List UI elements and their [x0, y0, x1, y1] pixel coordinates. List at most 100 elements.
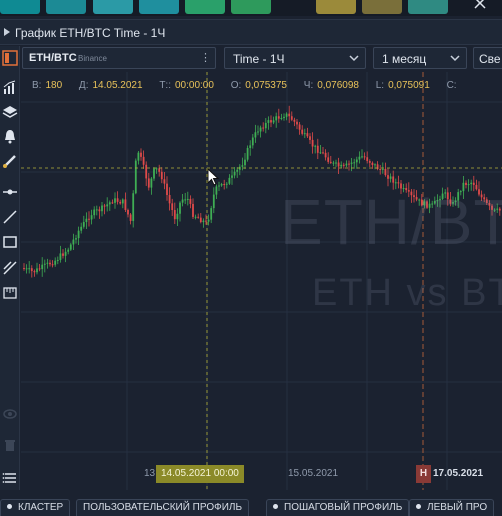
candle-body	[262, 127, 265, 129]
menu-icon[interactable]	[2, 470, 18, 486]
candle-body	[478, 189, 480, 195]
workspace-color-tab[interactable]	[185, 0, 225, 14]
candle-body	[298, 124, 301, 130]
candle-body	[264, 122, 267, 129]
candle-body	[345, 163, 348, 166]
workspace-color-tab[interactable]	[139, 0, 179, 14]
candle-body	[368, 161, 371, 163]
high-value: 0,076098	[317, 80, 359, 91]
candle-body	[108, 202, 111, 205]
candle-body	[106, 204, 109, 207]
timeframe-dropdown[interactable]: Time - 1Ч	[224, 47, 366, 69]
candle-body	[173, 210, 176, 220]
candle-body	[415, 197, 418, 200]
candle-body	[400, 183, 402, 189]
candle-body	[454, 200, 457, 203]
candle-body	[72, 239, 75, 245]
candle-body	[111, 202, 114, 204]
candle-body	[324, 152, 327, 158]
workspace-color-tab[interactable]	[408, 0, 448, 14]
candle-body	[407, 190, 410, 192]
candle-body	[467, 184, 470, 186]
ohlc-info-line: В: 180 Д: 14.05.2021 Т:: 00:00:00 О: 0,07537…	[32, 80, 461, 91]
horizontal-line-icon[interactable]	[2, 184, 18, 200]
candle-body	[462, 182, 465, 192]
candle-body	[257, 131, 259, 133]
candle-body	[160, 171, 163, 180]
close-x-icon[interactable]	[472, 0, 488, 14]
workspace-color-tab[interactable]	[93, 0, 133, 14]
time-value: 00:00:00	[175, 80, 214, 91]
workspace-color-tab[interactable]	[231, 0, 271, 14]
candle-body	[62, 253, 64, 256]
panel-toggle-icon[interactable]	[2, 50, 18, 66]
symbol-selector[interactable]: ETH/BTC Binance ⋮	[22, 47, 216, 69]
candle-body	[413, 195, 415, 198]
candle-body	[56, 259, 59, 261]
more-options-icon[interactable]: ⋮	[200, 52, 211, 64]
tab-user-profile[interactable]: ПОЛЬЗОВАТЕЛЬСКИЙ ПРОФИЛЬ	[76, 499, 250, 516]
trend-line-icon[interactable]	[2, 209, 18, 225]
candle-body	[361, 156, 363, 158]
chart-style-value: Све	[479, 52, 501, 66]
layers-icon[interactable]	[2, 104, 18, 120]
timeframe-value: Time - 1Ч	[233, 52, 285, 66]
candle-body	[433, 201, 436, 204]
chevron-down-icon	[349, 55, 359, 62]
tab-label: ЛЕВЫЙ ПРО	[427, 502, 488, 513]
eye-icon[interactable]	[2, 406, 18, 422]
candle-body	[80, 226, 83, 231]
candle-body	[199, 217, 202, 223]
candle-body	[371, 162, 374, 166]
candle-body	[319, 152, 322, 154]
candle-body	[485, 199, 488, 204]
candle-body	[350, 162, 353, 164]
candle-body	[293, 119, 296, 122]
candle-body	[332, 162, 335, 164]
fibonacci-icon[interactable]	[2, 260, 18, 276]
candle-body	[168, 194, 171, 204]
workspace-color-tab[interactable]	[316, 0, 356, 14]
collapse-arrow-icon[interactable]	[4, 28, 10, 36]
workspace-color-tab[interactable]	[362, 0, 402, 14]
workspace-color-tab[interactable]	[0, 0, 40, 14]
candle-body	[225, 183, 228, 185]
candle-body	[43, 263, 46, 265]
alert-bell-icon[interactable]	[2, 128, 18, 144]
candle-body	[88, 218, 90, 220]
price-chart[interactable]	[21, 72, 502, 490]
candle-body	[446, 192, 449, 200]
candle-body	[145, 164, 148, 179]
chevron-down-icon	[450, 55, 460, 62]
candle-body	[348, 163, 350, 165]
tab-cluster[interactable]: КЛАСТЕР	[0, 499, 71, 516]
chart-style-dropdown[interactable]: Све	[473, 47, 502, 69]
trash-icon[interactable]	[2, 437, 18, 453]
candle-body	[189, 198, 192, 204]
candle-body	[496, 208, 499, 210]
candle-body	[98, 209, 101, 212]
tab-step-profile[interactable]: ПОШАГОВЫЙ ПРОФИЛЬ	[266, 499, 410, 516]
rectangle-icon[interactable]	[2, 234, 18, 250]
candle-body	[210, 208, 213, 220]
candle-body	[410, 191, 413, 196]
tab-left-profile[interactable]: ЛЕВЫЙ ПРО	[409, 499, 495, 516]
date-key: Д:	[78, 80, 89, 91]
brush-icon[interactable]	[2, 153, 18, 169]
candle-body	[353, 162, 356, 164]
symbol-name: ETH/BTC	[29, 52, 77, 64]
workspace-color-tab[interactable]	[46, 0, 86, 14]
period-value: 1 месяц	[382, 52, 427, 66]
now-date-label: 17.05.2021	[433, 468, 484, 479]
candle-body	[249, 145, 252, 149]
candle-body	[272, 120, 275, 123]
candle-body	[251, 137, 254, 146]
candle-body	[472, 182, 475, 185]
period-dropdown[interactable]: 1 месяц	[373, 47, 467, 69]
workspace-tab-strip	[0, 0, 502, 16]
indicators-icon[interactable]	[2, 80, 18, 96]
candle-body	[158, 168, 161, 172]
ruler-icon[interactable]	[2, 285, 18, 301]
candle-body	[303, 133, 306, 135]
candle-body	[147, 178, 150, 188]
